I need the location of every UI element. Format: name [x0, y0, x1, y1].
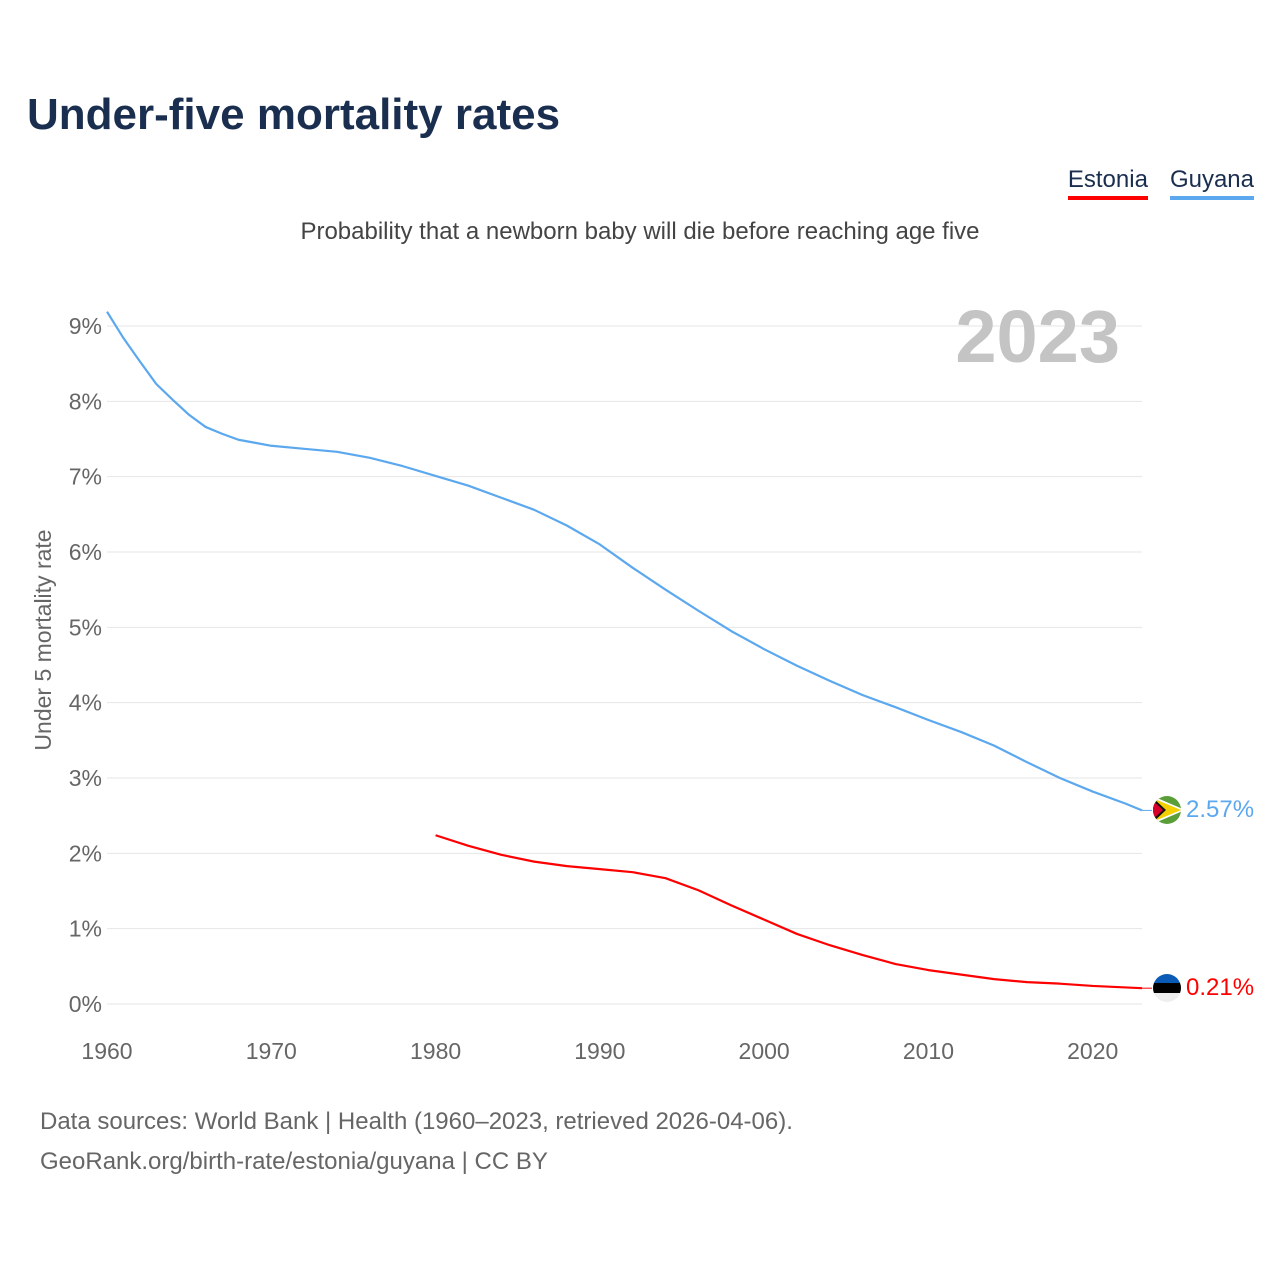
y-tick-label: 4%: [69, 690, 102, 716]
estonia-flag-icon: [1153, 974, 1181, 1002]
x-tick-label: 1980: [410, 1038, 461, 1064]
y-tick-label: 3%: [69, 765, 102, 791]
y-tick-label: 7%: [69, 464, 102, 490]
legend-item-guyana[interactable]: Guyana: [1169, 166, 1254, 200]
guyana-flag-icon: [1153, 796, 1181, 824]
estonia-end-label: 0.21%: [1186, 974, 1254, 1001]
y-tick-label: 5%: [69, 614, 102, 640]
x-tick-label: 2010: [903, 1038, 954, 1064]
series-line-guyana: [106, 311, 1143, 812]
y-axis-label: Under 5 mortality rate: [30, 529, 56, 750]
y-tick-label: 6%: [69, 539, 102, 565]
x-tick-label: 2000: [739, 1038, 790, 1064]
x-tick-label: 1990: [574, 1038, 625, 1064]
y-tick-label: 9%: [69, 313, 102, 339]
legend-item-estonia[interactable]: Estonia: [1067, 166, 1148, 200]
x-tick-label: 1960: [81, 1038, 132, 1064]
chart-title: Under-five mortality rates: [27, 90, 561, 139]
y-tick-label: 1%: [69, 916, 102, 942]
series-line-estonia: [435, 834, 1143, 990]
year-label: 2023: [955, 295, 1120, 378]
chart-subtitle: Probability that a newborn baby will die…: [300, 218, 980, 245]
source-text: Data sources: World Bank | Health (1960–…: [40, 1108, 793, 1135]
y-tick-label: 8%: [69, 388, 102, 414]
y-tick-label: 0%: [69, 991, 102, 1017]
source-url[interactable]: GeoRank.org/birth-rate/estonia/guyana | …: [40, 1148, 548, 1175]
guyana-end-label: 2.57%: [1186, 796, 1254, 823]
x-tick-label: 1970: [246, 1038, 297, 1064]
y-tick-label: 2%: [69, 840, 102, 866]
x-tick-label: 2020: [1067, 1038, 1118, 1064]
legend: Estonia Guyana: [1067, 166, 1254, 200]
